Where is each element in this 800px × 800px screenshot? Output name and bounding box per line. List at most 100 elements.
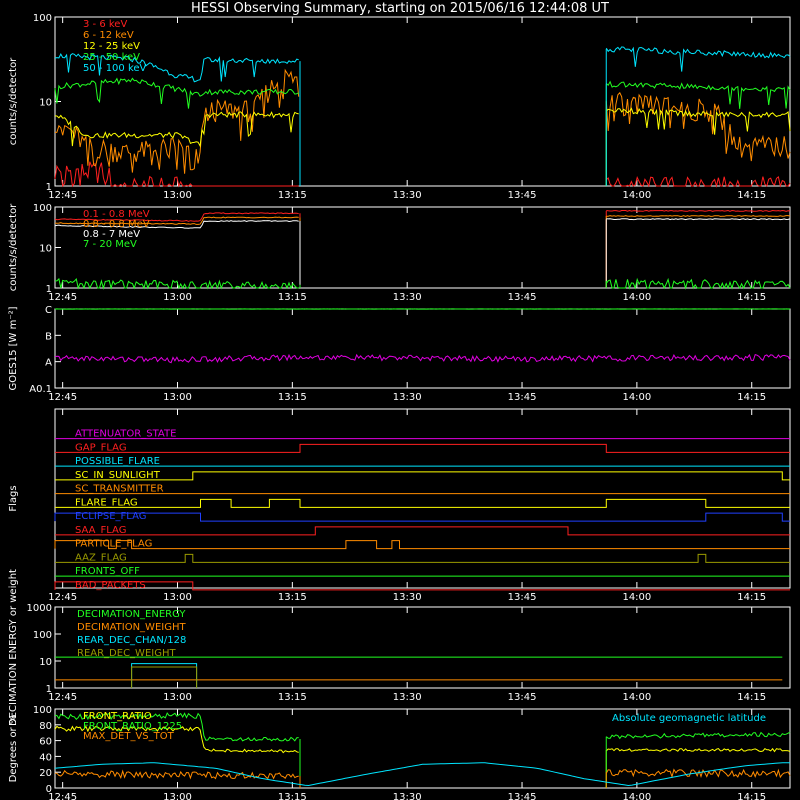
y-tick-label: 80 [39, 721, 52, 732]
legend-entry: 12 - 25 keV [83, 41, 140, 52]
panel-0: 12:45 13:00 13:15 13:30 13:45 14:00 14:15 count… [8, 13, 791, 201]
y-tick-label: 60 [39, 737, 52, 748]
flag-label: AAZ_FLAG [75, 552, 127, 563]
x-tick-label: 13:45 [508, 190, 537, 201]
x-tick-label: 14:15 [737, 592, 766, 603]
y-tick-label: 1 [46, 182, 52, 193]
legend-entry: 25 - 50 keV [83, 52, 140, 63]
x-tick-label: 12:45 [48, 190, 77, 201]
legend-entry: 7 - 20 MeV [83, 239, 137, 250]
legend-entry: MAX_DET_VS_TOT [83, 731, 175, 742]
flag-label: POSSIBLE_FLARE [75, 456, 160, 467]
x-tick-label: 14:00 [622, 592, 651, 603]
legend-entry: DECIMATION_WEIGHT [77, 622, 186, 633]
x-tick-label: 13:15 [278, 190, 307, 201]
flag-line [55, 471, 790, 481]
y-tick-label: 100 [33, 203, 52, 214]
x-tick-label: 12:45 [48, 792, 77, 800]
legend-entry: 50 - 100 keV [83, 63, 147, 74]
x-tick-label: 13:30 [393, 392, 422, 403]
main-title: HESSI Observing Summary, starting on 201… [191, 1, 609, 16]
x-tick-label: 13:00 [163, 190, 192, 201]
flag-label: BAD_PACKETS [75, 580, 146, 591]
series-line [54, 107, 791, 148]
x-tick-label: 13:45 [508, 592, 537, 603]
panel-5: 12:45 13:00 13:15 13:30 13:45 14:00 14:15 Degre… [8, 705, 791, 800]
y-axis-label: DECIMATION ENERGY or weight [8, 569, 19, 726]
flag-label: FRONTS_OFF [75, 566, 140, 577]
flag-line [54, 512, 790, 522]
legend-entry: REAR_DEC_WEIGHT [77, 648, 176, 659]
x-tick-label: 13:15 [278, 692, 307, 703]
y-tick-label: 1 [46, 684, 52, 695]
y-tick-label: 1000 [27, 603, 52, 614]
panel-4: 12:45 13:00 13:15 13:30 13:45 14:00 14:15 DECIM… [8, 569, 791, 726]
legend-entry: FRONT_RATIO [83, 711, 152, 722]
legend-entry: 0.1 - 0.8 MeV [83, 209, 150, 220]
x-tick-label: 14:15 [737, 392, 766, 403]
y-tick-label: 20 [39, 768, 52, 779]
x-tick-label: 13:30 [393, 592, 422, 603]
flag-label: SC_TRANSMITTER [75, 484, 164, 495]
x-tick-label: 13:15 [278, 792, 307, 800]
panels-container: 12:45 13:00 13:15 13:30 13:45 14:00 14:15 count… [8, 13, 791, 800]
flag-label: GAP_FLAG [75, 442, 127, 453]
panel-frame [54, 408, 791, 589]
x-tick-label: 13:30 [393, 692, 422, 703]
x-tick-label: 13:45 [508, 692, 537, 703]
y-tick-label: 0 [46, 784, 52, 795]
flag-line [55, 526, 790, 536]
flag-line [54, 581, 790, 591]
y-axis-label: counts/s/detector [8, 203, 19, 291]
y-tick-label: A0.1 [29, 384, 52, 395]
series-line [131, 666, 198, 688]
flag-line [55, 553, 790, 563]
panel-2: 12:45 13:00 13:15 13:30 13:45 14:00 14:15 GOES1… [8, 305, 791, 403]
y-tick-label: 10 [39, 98, 52, 109]
y-axis-label: Degrees or % [8, 715, 19, 783]
series-line [54, 725, 791, 754]
x-tick-label: 14:15 [737, 190, 766, 201]
y-tick-label: 100 [33, 705, 52, 716]
flag-line [55, 498, 790, 508]
legend-entry: 0.8 - 0.8 MeV [83, 219, 150, 230]
panel-frame [54, 16, 791, 187]
y-tick-label: 100 [33, 13, 52, 24]
flag-label: SAA_FLAG [75, 525, 126, 536]
legend-entry: FRONT_RATIO_1225 [83, 721, 182, 732]
legend-entry: DECIMATION_ENERGY [77, 609, 186, 620]
annotation-label: Absolute geomagnetic latitude [612, 713, 766, 724]
panel-frame [54, 606, 791, 689]
series-line [54, 762, 790, 787]
x-tick-label: 13:00 [163, 792, 192, 800]
x-tick-label: 14:15 [737, 292, 766, 303]
series-line [54, 77, 791, 109]
x-tick-label: 14:15 [737, 792, 766, 800]
legend-entry: 0.8 - 7 MeV [83, 229, 140, 240]
series-line [55, 768, 791, 780]
panel-frame [54, 308, 791, 389]
x-tick-label: 13:45 [508, 292, 537, 303]
flag-label: FLARE_FLAG [75, 497, 138, 508]
y-tick-label: C [45, 305, 52, 316]
x-tick-label: 13:15 [278, 292, 307, 303]
panel-frame [54, 708, 791, 789]
x-tick-label: 13:00 [163, 292, 192, 303]
series-line [55, 277, 791, 290]
y-axis-label: GOES15 [W m⁻²] [8, 306, 19, 390]
flag-label: ECLIPSE_FLAG [75, 511, 146, 522]
y-tick-label: 1 [46, 284, 52, 295]
y-tick-label: 10 [39, 244, 52, 255]
x-tick-label: 14:00 [622, 292, 651, 303]
x-tick-label: 12:45 [48, 392, 77, 403]
panel-1: 12:45 13:00 13:15 13:30 13:45 14:00 14:15 count… [8, 203, 791, 303]
series-line [54, 161, 791, 188]
y-axis-label: Flags [8, 485, 19, 511]
x-tick-label: 13:30 [393, 792, 422, 800]
x-tick-label: 14:00 [622, 190, 651, 201]
flag-line [54, 540, 790, 550]
series-line [54, 209, 791, 222]
flag-label: PARTICLE_FLAG [75, 539, 152, 550]
x-tick-label: 14:00 [622, 392, 651, 403]
